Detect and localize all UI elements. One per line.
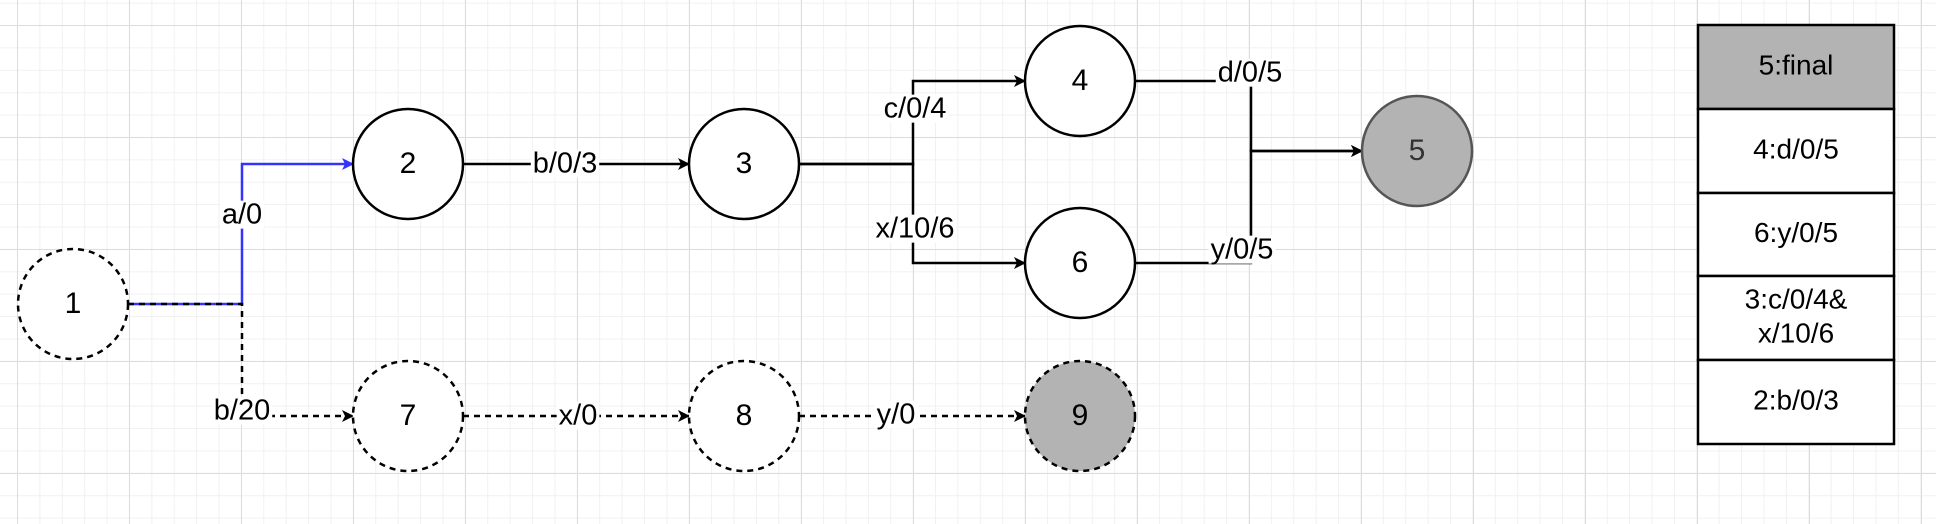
state-circle <box>1023 24 1137 138</box>
state-node-2: 2 <box>351 107 465 221</box>
state-node-4: 4 <box>1023 24 1137 138</box>
state-node-5: 5 <box>1360 94 1474 208</box>
stack-entry-2: 4:d/0/5 <box>1696 107 1896 195</box>
stack-entry-text: 4:d/0/5 <box>1753 133 1839 164</box>
state-node-6: 6 <box>1023 206 1137 320</box>
state-label: 1 <box>65 287 82 320</box>
stack-entry-1: 5:final <box>1696 23 1896 111</box>
stack-cell <box>1696 23 1896 111</box>
edge-label-text: b/0/3 <box>533 148 598 180</box>
state-circle <box>687 107 801 221</box>
state-circle <box>16 247 130 361</box>
edge-label-text: a/0 <box>222 199 262 231</box>
edge-label-text: d/0/5 <box>1218 57 1283 89</box>
stack-entry-text: x/10/6 <box>1758 317 1834 348</box>
edge-label-1-2: a/0 <box>219 199 265 231</box>
state-label: 6 <box>1072 246 1089 279</box>
state-label: 8 <box>736 399 753 432</box>
edge-labels-layer: a/0 b/20 b/0/3 c/0/4 x/10/6 d/0/5 y/0/5 x/0 y/0 <box>211 57 1285 432</box>
stack-cell <box>1696 191 1896 278</box>
edge-label-text: x/0 <box>559 400 598 432</box>
edge-label-background <box>881 94 949 123</box>
state-circle <box>1023 359 1137 473</box>
state-circle <box>351 107 465 221</box>
stack-entry-5: 2:b/0/3 <box>1696 358 1896 446</box>
state-label: 9 <box>1072 399 1089 432</box>
edge-label-background <box>874 400 918 429</box>
edge-label-2-3: b/0/3 <box>530 148 600 180</box>
edge-label-4-5: d/0/5 <box>1215 57 1285 89</box>
edge-label-text: c/0/4 <box>884 93 947 125</box>
state-label: 7 <box>400 399 417 432</box>
edge-label-background <box>873 214 957 243</box>
state-circle <box>1360 94 1474 208</box>
edge-label-background <box>219 200 265 229</box>
stack-panel: 5:final 4:d/0/5 6:y/0/5 3:c/0/4&x/10/6 2:b/0… <box>1696 23 1896 446</box>
stack-entry-3: 6:y/0/5 <box>1696 191 1896 278</box>
state-node-8: 8 <box>687 359 801 473</box>
stack-entry-4: 3:c/0/4&x/10/6 <box>1696 274 1896 362</box>
edge-label-text: b/20 <box>214 395 270 427</box>
edge-label-text: x/10/6 <box>876 213 955 245</box>
stack-entry-text: 6:y/0/5 <box>1754 217 1838 248</box>
edge-3-6 <box>799 162 1026 269</box>
edge-label-8-9: y/0 <box>874 399 918 431</box>
edge-label-3-4: c/0/4 <box>881 93 949 125</box>
edge-label-background <box>1208 235 1276 264</box>
state-circle <box>351 359 465 473</box>
stack-cell <box>1696 358 1896 446</box>
edge-label-background <box>211 396 273 425</box>
edge-4-5 <box>1135 79 1363 157</box>
edge-label-text: y/0/5 <box>1211 234 1274 266</box>
state-node-1: 1 <box>16 247 130 361</box>
stack-cell <box>1696 107 1896 195</box>
edge-1-2 <box>128 158 354 306</box>
edge-label-text: y/0 <box>877 399 916 431</box>
state-node-9: 9 <box>1023 359 1137 473</box>
state-circle <box>1023 206 1137 320</box>
edge-label-7-8: x/0 <box>556 400 600 432</box>
edge-label-6-5: y/0/5 <box>1208 234 1276 266</box>
state-circle <box>687 359 801 473</box>
stack-entry-text: 5:final <box>1759 49 1834 80</box>
stack-entry-text: 3:c/0/4& <box>1745 283 1848 314</box>
state-node-3: 3 <box>687 107 801 221</box>
state-label: 2 <box>400 147 417 180</box>
edge-1-7 <box>128 302 354 422</box>
nodes-layer: 1 2 3 4 5 6 7 8 9 <box>16 24 1474 473</box>
state-node-7: 7 <box>351 359 465 473</box>
edge-label-background <box>556 401 600 430</box>
edge-label-3-6: x/10/6 <box>873 213 957 245</box>
edge-label-background <box>1215 58 1285 87</box>
edge-label-1-7: b/20 <box>211 395 273 427</box>
state-label: 4 <box>1072 64 1089 97</box>
edge-label-background <box>530 149 600 178</box>
edge-6-5 <box>1135 145 1363 265</box>
state-label: 5 <box>1409 134 1426 167</box>
stack-entry-text: 2:b/0/3 <box>1753 384 1839 415</box>
state-label: 3 <box>736 147 753 180</box>
